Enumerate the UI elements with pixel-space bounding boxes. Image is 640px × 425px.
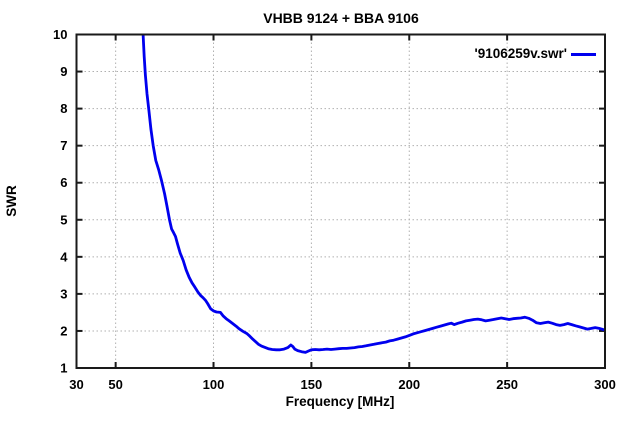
x-tick-label: 30 [69, 377, 83, 392]
y-axis-label: SWR [4, 185, 19, 217]
y-tick-label: 4 [60, 249, 68, 264]
x-tick-label: 200 [398, 377, 420, 392]
swr-curve [141, 34, 605, 354]
y-tick-label: 5 [60, 212, 67, 227]
x-tick-label: 150 [301, 377, 323, 392]
y-tick-labels: 1 2 3 4 5 6 7 8 9 10 [53, 27, 68, 376]
y-tick-label: 10 [53, 27, 67, 42]
x-tick-label: 250 [496, 377, 518, 392]
y-tick-label: 9 [60, 64, 67, 79]
x-axis-label: Frequency [MHz] [286, 394, 395, 409]
x-tick-label: 50 [108, 377, 122, 392]
x-tick-labels: 30 50 100 150 200 250 300 [69, 377, 616, 392]
legend-label: '9106259v.swr' [475, 46, 568, 61]
y-tick-label: 1 [60, 361, 67, 376]
y-tick-label: 6 [60, 175, 67, 190]
grid-layer [76, 34, 605, 368]
y-tick-label: 3 [60, 286, 67, 301]
x-tick-label: 100 [203, 377, 225, 392]
plot-border [75, 33, 606, 369]
y-tick-label: 7 [60, 138, 67, 153]
y-tick-label: 2 [60, 323, 67, 338]
x-tick-label: 300 [594, 377, 616, 392]
chart-title: VHBB 9124 + BBA 9106 [263, 10, 419, 26]
y-tick-label: 8 [60, 101, 67, 116]
